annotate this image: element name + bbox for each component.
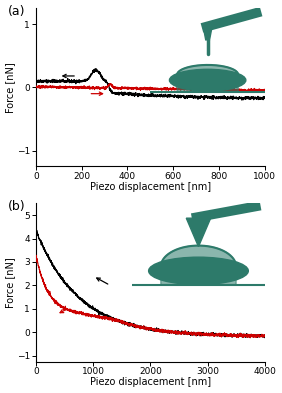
Text: (a): (a) — [8, 5, 26, 18]
Y-axis label: Force [nN]: Force [nN] — [6, 62, 16, 113]
X-axis label: Piezo displacement [nm]: Piezo displacement [nm] — [90, 182, 211, 192]
Y-axis label: Force [nN]: Force [nN] — [6, 257, 16, 308]
X-axis label: Piezo displacement [nm]: Piezo displacement [nm] — [90, 377, 211, 387]
Text: (b): (b) — [8, 200, 26, 213]
